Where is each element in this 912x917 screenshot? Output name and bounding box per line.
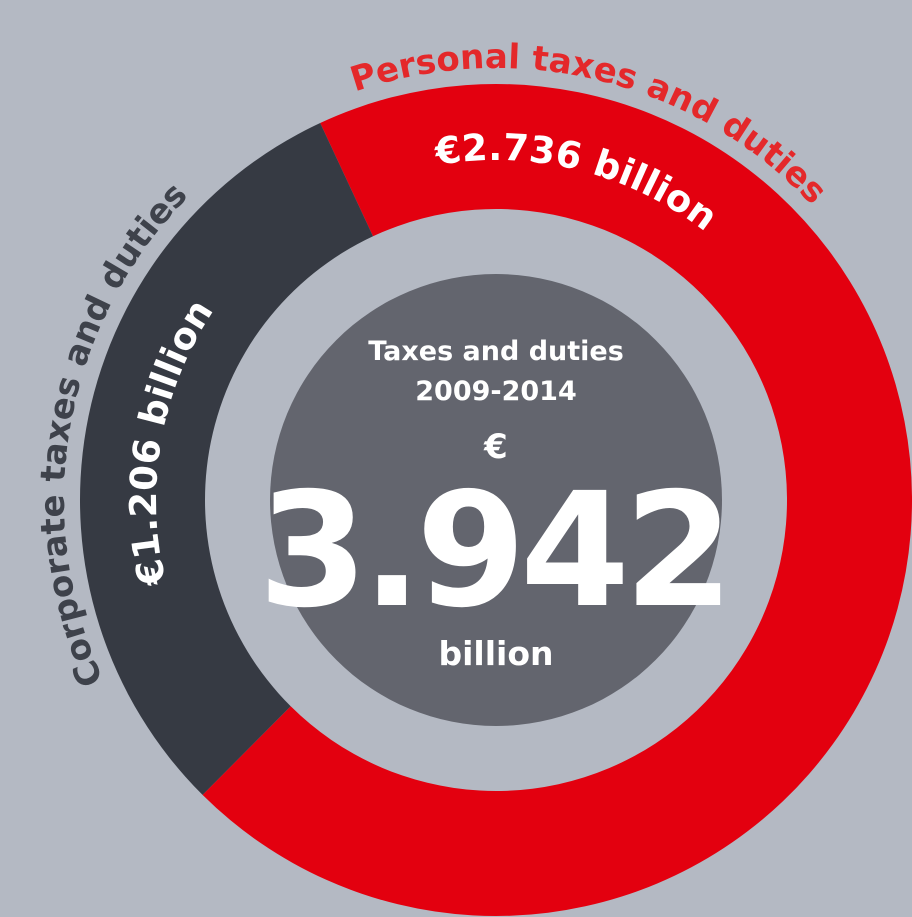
total-value: 3.942: [258, 459, 728, 643]
total-unit: billion: [438, 634, 553, 673]
center-disc: [270, 274, 722, 726]
donut-slice: [79, 122, 374, 795]
donut-slice: [202, 84, 912, 916]
center-title: Taxes and duties: [368, 336, 624, 367]
center-subtitle: 2009-2014: [415, 376, 577, 407]
donut: [79, 84, 912, 916]
center-symbol: €: [483, 427, 508, 467]
